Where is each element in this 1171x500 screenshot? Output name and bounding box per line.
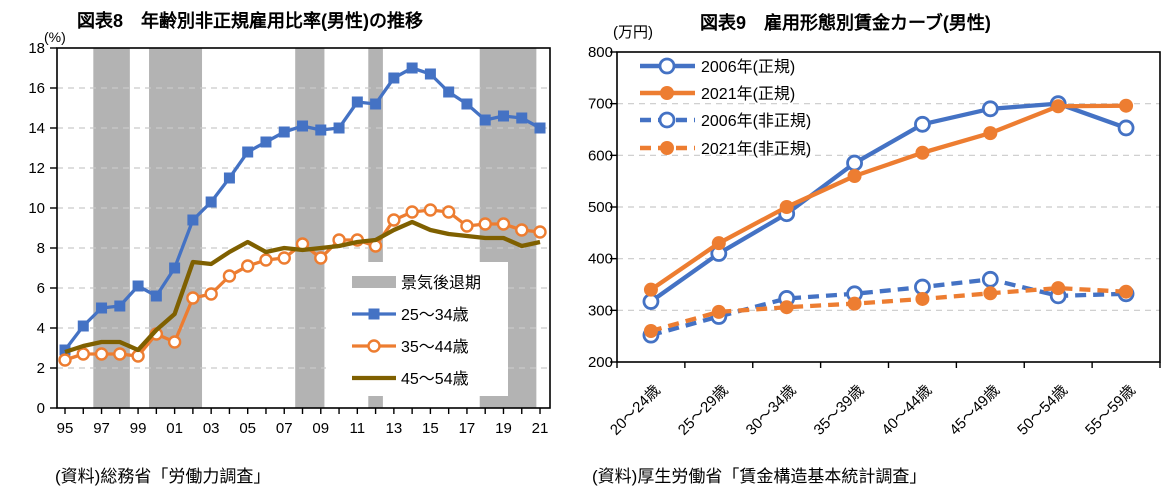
svg-text:97: 97: [93, 420, 110, 437]
figure9-line-chart: 200 300 400 500 600 700 800 20～24歳 25～29歳 30～34歳 3…: [588, 44, 1161, 439]
svg-text:400: 400: [588, 251, 613, 268]
series-2021-nonregular: [643, 281, 1134, 338]
svg-text:800: 800: [588, 44, 613, 61]
svg-text:20～24歳: 20～24歳: [607, 382, 664, 439]
svg-text:2006年(正規): 2006年(正規): [701, 58, 795, 76]
svg-text:95: 95: [57, 420, 74, 437]
svg-text:09: 09: [312, 420, 329, 437]
series-2021-regular: [643, 98, 1134, 297]
svg-text:景気後退期: 景気後退期: [401, 274, 481, 292]
svg-text:17: 17: [459, 420, 476, 437]
svg-text:05: 05: [239, 420, 256, 437]
plot-border: [56, 47, 551, 409]
svg-text:25～29歳: 25～29歳: [675, 382, 732, 439]
legend: 景気後退期 25～34歳 35～44歳 45～54歳: [326, 262, 508, 396]
figure8-source: (資料)総務省「労働力調査」: [55, 467, 271, 486]
svg-text:99: 99: [130, 420, 147, 437]
svg-text:19: 19: [495, 420, 512, 437]
svg-text:6: 6: [37, 280, 45, 297]
figure8-unit-percent-label: (%): [44, 29, 66, 45]
figure9-wage-curve-chart: 図表9 雇用形態別賃金カーブ(男性) (万円) 200 300 400 500 600 7…: [585, 0, 1171, 500]
svg-text:4: 4: [37, 320, 45, 337]
figure9-source: (資料)厚生労働省「賃金構造基本統計調査」: [592, 467, 927, 486]
svg-text:45～49歳: 45～49歳: [946, 382, 1003, 439]
series-25-34: [59, 62, 546, 356]
svg-text:50～54歳: 50～54歳: [1014, 382, 1071, 439]
svg-text:55～59歳: 55～59歳: [1082, 382, 1139, 439]
figure9-unit-manyen-label: (万円): [613, 24, 653, 41]
svg-text:45～54歳: 45～54歳: [401, 370, 469, 388]
svg-text:2021年(非正規): 2021年(非正規): [701, 140, 811, 158]
svg-text:11: 11: [350, 420, 366, 437]
svg-text:35～39歳: 35～39歳: [811, 382, 868, 439]
svg-text:13: 13: [386, 420, 403, 437]
series-35-44: [58, 203, 547, 367]
svg-text:35～44歳: 35～44歳: [401, 338, 469, 356]
svg-text:500: 500: [588, 199, 613, 216]
gridlines: [617, 103, 1160, 311]
svg-text:21: 21: [532, 420, 549, 437]
svg-text:40～44歳: 40～44歳: [878, 382, 935, 439]
svg-text:12: 12: [28, 160, 45, 177]
figure8-title: 図表8 年齢別非正規雇用比率(男性)の推移: [77, 11, 423, 31]
svg-text:01: 01: [166, 420, 183, 437]
svg-text:2: 2: [37, 360, 45, 377]
svg-text:25～34歳: 25～34歳: [401, 306, 469, 324]
legend: 2006年(正規) 2021年(正規) 2006年(非正規) 2021年(非正規): [640, 57, 811, 158]
recession-band-swatch: [352, 276, 396, 288]
svg-text:18: 18: [28, 40, 45, 57]
figure9-title: 図表9 雇用形態別賃金カーブ(男性): [700, 13, 991, 33]
svg-text:300: 300: [588, 302, 613, 319]
svg-text:8: 8: [37, 240, 45, 257]
svg-text:600: 600: [588, 147, 613, 164]
svg-text:14: 14: [28, 120, 45, 137]
svg-text:10: 10: [28, 200, 45, 217]
figure8-nonregular-ratio-chart: 図表8 年齢別非正規雇用比率(男性)の推移 (%) 0 2 4 6 8 10 12 14 16 1…: [0, 0, 585, 500]
svg-text:03: 03: [203, 420, 220, 437]
svg-text:15: 15: [422, 420, 439, 437]
svg-text:16: 16: [28, 80, 45, 97]
axes: 0 2 4 6 8 10 12 14 16 18 95 97 99 01 03 05 07 09 11 13 15 17 1…: [28, 40, 548, 437]
svg-text:2021年(正規): 2021年(正規): [701, 85, 795, 103]
svg-text:30～34歳: 30～34歳: [743, 382, 800, 439]
svg-text:2006年(非正規): 2006年(非正規): [701, 112, 811, 130]
series-45-54: [64, 219, 541, 355]
svg-text:0: 0: [37, 400, 45, 417]
figure8-line-chart: 0 2 4 6 8 10 12 14 16 18 95 97 99 01 03 05 07 09 11 13 15 17 1…: [28, 40, 551, 437]
svg-text:200: 200: [588, 354, 613, 371]
svg-text:07: 07: [276, 420, 293, 437]
svg-text:700: 700: [588, 96, 613, 113]
